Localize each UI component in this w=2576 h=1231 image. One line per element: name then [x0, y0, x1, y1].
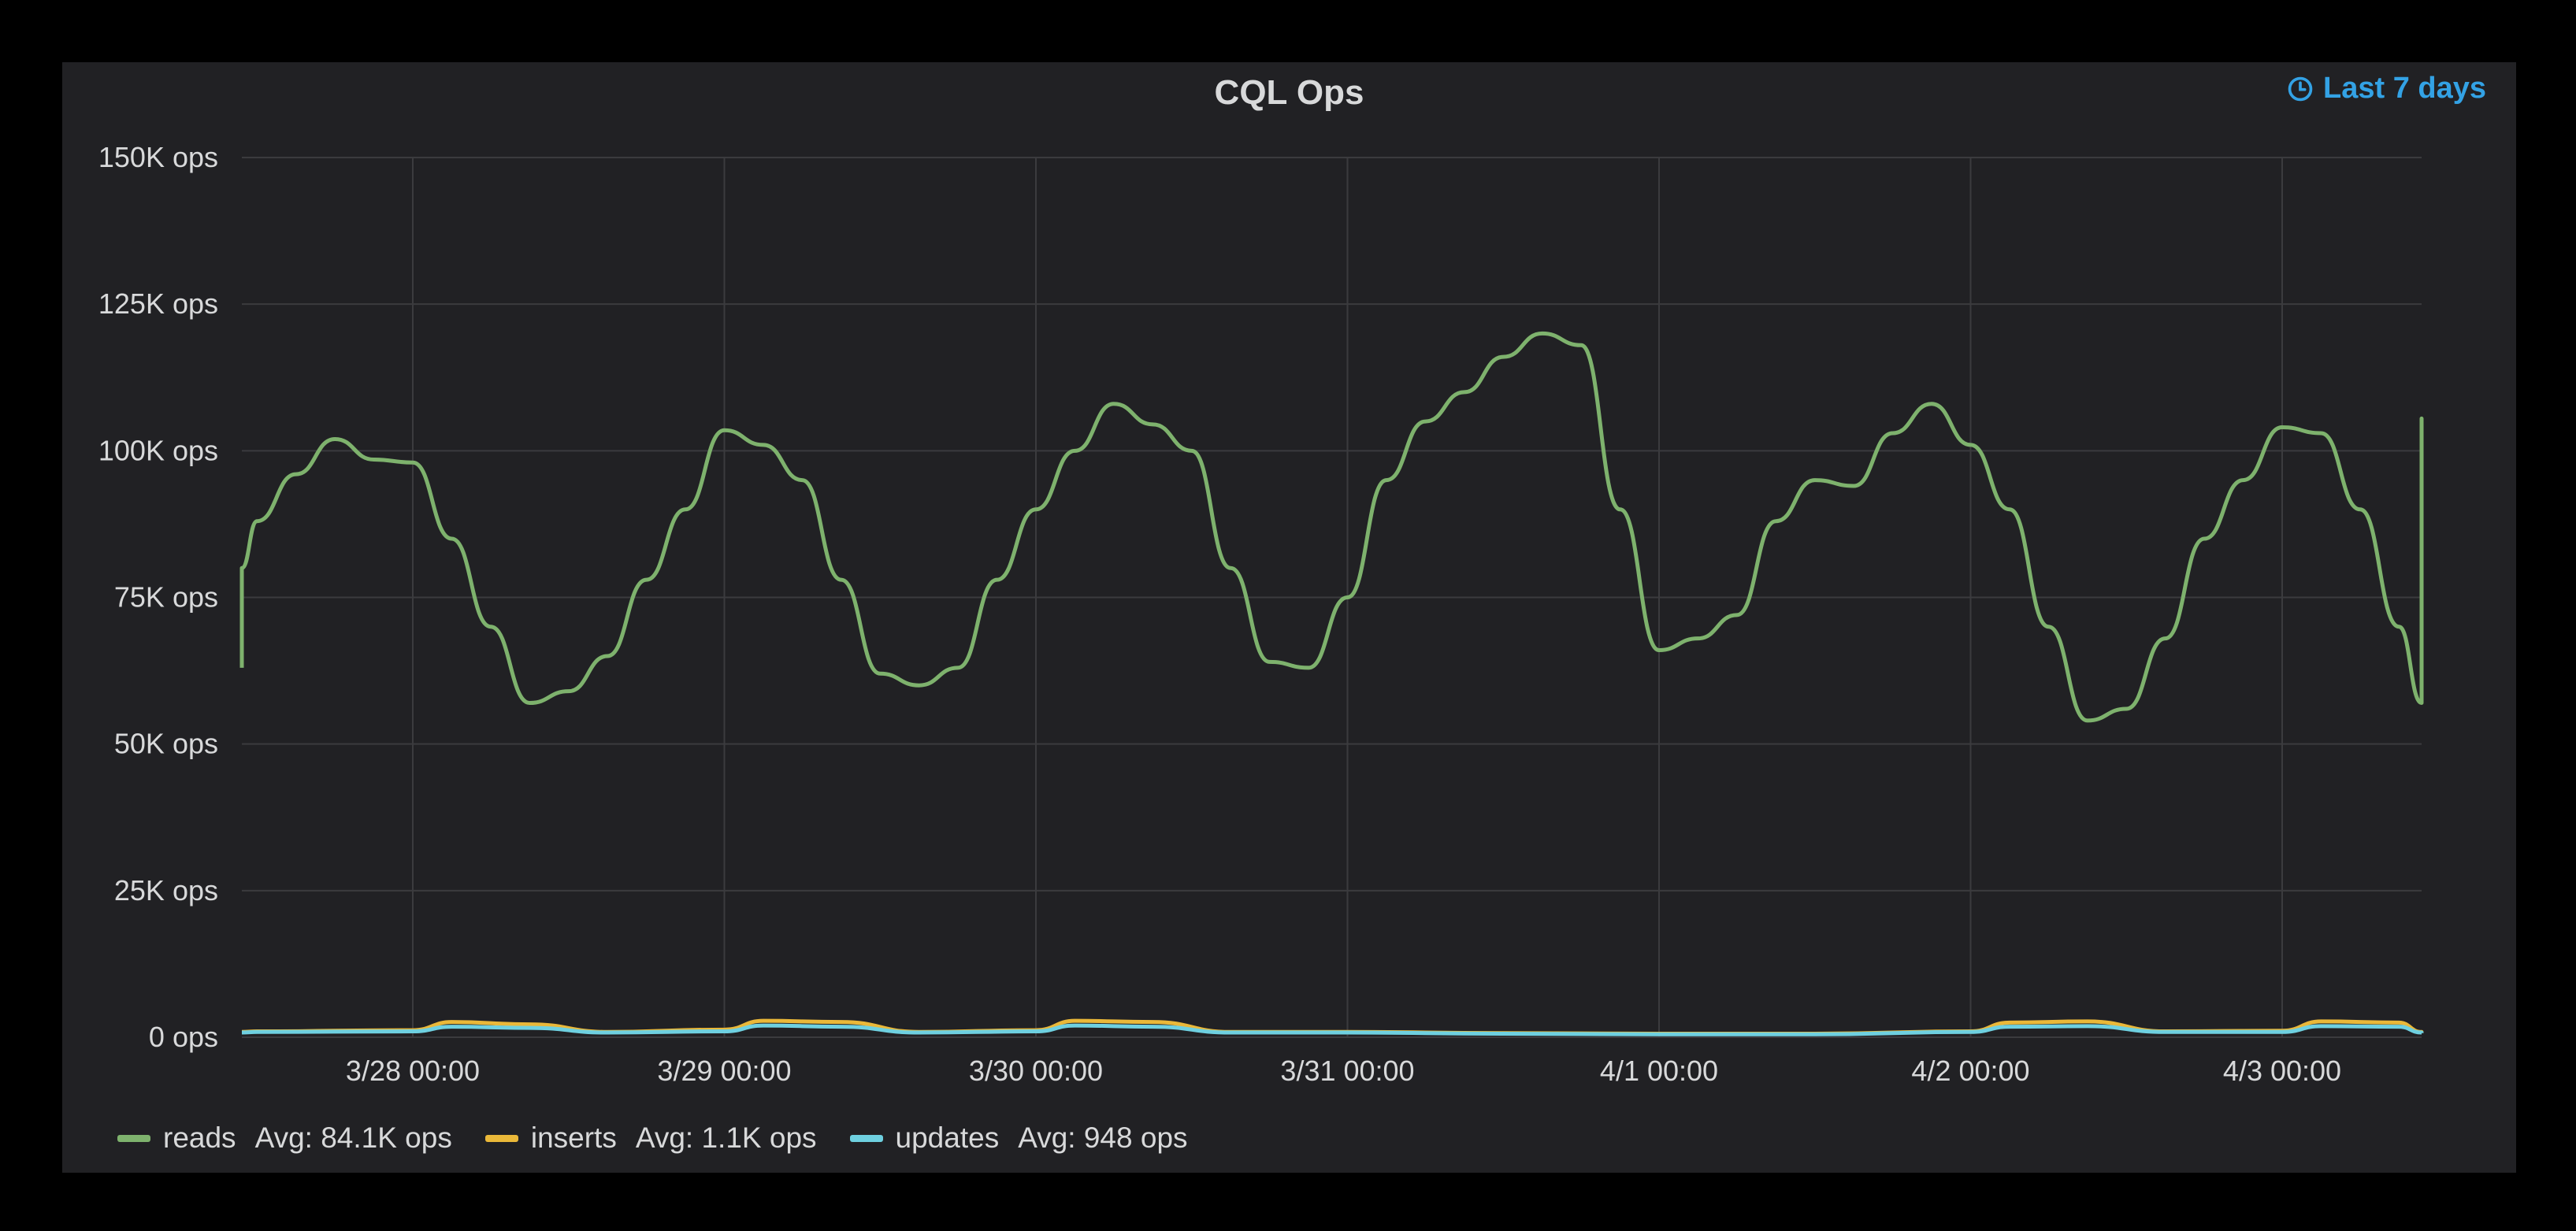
time-range-link[interactable]: Last 7 days: [2287, 72, 2486, 106]
legend-swatch: [117, 1134, 150, 1142]
x-tick-label: 3/31 00:00: [1280, 1055, 1414, 1087]
series-lines: [239, 331, 2424, 1036]
graph-panel: CQL Ops Last 7 days 0 ops 25K ops 50K ops 7…: [62, 62, 2516, 1173]
x-tick-label: 3/28 00:00: [346, 1055, 480, 1087]
time-range-label: Last 7 days: [2323, 72, 2486, 105]
y-tick-label: 100K ops: [98, 434, 218, 466]
legend-series-name: reads: [163, 1122, 236, 1154]
legend-avg-value: Avg: 1.1K ops: [635, 1122, 817, 1154]
y-axis-ticks: 0 ops 25K ops 50K ops 75K ops 100K ops 125K o…: [98, 141, 218, 1053]
x-tick-label: 3/30 00:00: [969, 1055, 1103, 1087]
y-tick-label: 25K ops: [114, 874, 218, 907]
grid-lines: [242, 157, 2422, 1038]
y-tick-label: 50K ops: [114, 728, 218, 760]
x-tick-label: 3/29 00:00: [657, 1055, 791, 1087]
y-tick-label: 150K ops: [98, 141, 218, 173]
legend: reads Avg: 84.1K ops inserts Avg: 1.1K ops u…: [117, 1122, 1188, 1155]
legend-series-name: updates: [895, 1122, 1000, 1154]
legend-item-reads[interactable]: reads Avg: 84.1K ops: [117, 1122, 452, 1155]
legend-swatch: [484, 1134, 518, 1142]
x-tick-label: 4/3 00:00: [2223, 1055, 2341, 1087]
legend-avg-value: Avg: 948 ops: [1018, 1122, 1188, 1154]
line-chart: 0 ops 25K ops 50K ops 75K ops 100K ops 125K o…: [98, 141, 2424, 1087]
panel-title: CQL Ops: [1214, 73, 1364, 112]
y-tick-label: 0 ops: [149, 1021, 218, 1053]
legend-item-updates[interactable]: updates Avg: 948 ops: [849, 1122, 1188, 1155]
legend-item-inserts[interactable]: inserts Avg: 1.1K ops: [484, 1122, 817, 1155]
x-tick-label: 4/2 00:00: [1911, 1055, 2029, 1087]
y-tick-label: 75K ops: [114, 581, 218, 614]
legend-avg-value: Avg: 84.1K ops: [254, 1122, 452, 1154]
series-line-updates: [241, 1023, 2424, 1036]
y-tick-label: 125K ops: [98, 287, 218, 320]
series-line-reads: [239, 331, 2424, 723]
x-tick-label: 4/1 00:00: [1600, 1055, 1718, 1087]
x-axis-ticks: 3/28 00:00 3/29 00:00 3/30 00:00 3/31 00:00…: [346, 1055, 2341, 1087]
clock-icon: [2288, 76, 2313, 101]
legend-series-name: inserts: [530, 1122, 617, 1154]
legend-swatch: [849, 1134, 883, 1142]
